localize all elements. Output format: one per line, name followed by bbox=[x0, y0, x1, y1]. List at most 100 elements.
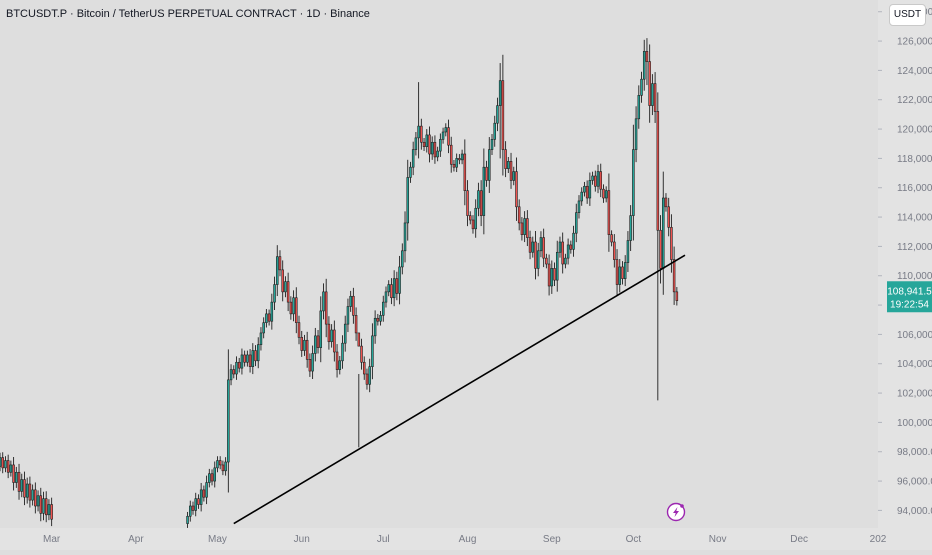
candle-body bbox=[31, 489, 34, 501]
price-tick-label: 112,000.0 bbox=[897, 242, 932, 253]
candle-body bbox=[202, 489, 206, 498]
candle-body bbox=[607, 190, 611, 235]
candle-body bbox=[15, 471, 18, 483]
candle-body bbox=[449, 144, 453, 165]
candle-body bbox=[278, 256, 282, 271]
candle-body bbox=[493, 122, 496, 140]
candle-body bbox=[428, 134, 431, 155]
symbol-title[interactable]: BTCUSDT.P · Bitcoin / TetherUS PERPETUAL… bbox=[6, 8, 370, 20]
candle-body bbox=[411, 149, 415, 168]
candle-body bbox=[594, 175, 597, 187]
candle-body bbox=[327, 323, 331, 343]
candle-body bbox=[322, 291, 325, 312]
candle-body bbox=[248, 354, 252, 367]
candle-body bbox=[237, 361, 241, 369]
candle-body bbox=[194, 498, 197, 511]
candle-body bbox=[308, 359, 312, 372]
candle-body bbox=[550, 268, 554, 287]
price-axis[interactable] bbox=[878, 0, 932, 550]
candle-body bbox=[254, 350, 257, 362]
time-tick-label: Dec bbox=[790, 534, 808, 545]
candle-body bbox=[390, 284, 393, 299]
candle-body bbox=[645, 51, 649, 62]
candle-body bbox=[384, 291, 388, 303]
price-tick-label: 106,000.0 bbox=[897, 330, 932, 341]
candle-body bbox=[613, 241, 616, 260]
candle-body bbox=[648, 61, 651, 106]
candle-body bbox=[509, 161, 513, 181]
candle-body bbox=[281, 269, 284, 293]
candle-body bbox=[4, 460, 7, 469]
candle-body bbox=[569, 244, 573, 250]
lightning-icon[interactable] bbox=[666, 502, 686, 522]
candle-body bbox=[504, 149, 507, 169]
candle-body bbox=[501, 80, 505, 150]
candle-body bbox=[20, 479, 23, 492]
candle-body bbox=[316, 335, 320, 348]
candle-body bbox=[34, 489, 37, 507]
time-tick-label: Sep bbox=[543, 534, 561, 545]
candle-body bbox=[50, 504, 53, 520]
candle-body bbox=[507, 161, 510, 169]
candle-body bbox=[270, 301, 274, 322]
candle-body bbox=[251, 350, 255, 367]
candle-body bbox=[303, 339, 306, 351]
candle-body bbox=[240, 354, 244, 369]
candle-body bbox=[330, 329, 333, 343]
candle-body bbox=[430, 141, 434, 155]
price-tick-label: 124,000.0 bbox=[897, 66, 932, 77]
candle-body bbox=[354, 315, 358, 334]
price-tick-label: 102,000.0 bbox=[897, 389, 932, 400]
candle-body bbox=[23, 479, 26, 498]
candle-body bbox=[12, 464, 15, 483]
candle-body bbox=[664, 197, 668, 208]
candle-body bbox=[9, 464, 13, 473]
last-price-tag bbox=[887, 281, 932, 313]
time-tick-label: Nov bbox=[709, 534, 727, 545]
candle-body bbox=[591, 175, 594, 181]
time-tick-label: Jul bbox=[377, 534, 390, 545]
time-axis[interactable] bbox=[0, 528, 878, 550]
candle-body bbox=[539, 237, 543, 252]
candle-body bbox=[553, 268, 556, 281]
candle-body bbox=[357, 332, 361, 347]
candle-body bbox=[626, 240, 630, 263]
candle-body bbox=[373, 317, 377, 337]
candle-body bbox=[346, 306, 350, 325]
price-tick-label: 114,000.0 bbox=[897, 213, 932, 224]
candle-body bbox=[662, 197, 665, 269]
candle-body bbox=[640, 78, 643, 96]
candle-body bbox=[199, 489, 203, 505]
candle-body bbox=[387, 284, 390, 293]
currency-button[interactable]: USDT bbox=[889, 4, 926, 26]
candle-body bbox=[395, 278, 399, 294]
candle-body bbox=[580, 191, 583, 202]
candle-body bbox=[232, 369, 236, 375]
candle-body bbox=[466, 190, 469, 216]
candle-body bbox=[417, 125, 420, 139]
candle-body bbox=[458, 158, 461, 161]
candle-body bbox=[235, 361, 238, 375]
candle-body bbox=[422, 141, 426, 147]
candle-body bbox=[439, 139, 442, 152]
candle-body bbox=[599, 171, 602, 190]
candle-body bbox=[28, 483, 32, 501]
candle-body bbox=[47, 504, 51, 516]
candle-body bbox=[17, 471, 21, 492]
time-tick-label: May bbox=[208, 534, 227, 545]
candle-body bbox=[670, 227, 673, 260]
candle-body bbox=[376, 317, 380, 322]
price-tick-label: 126,000.0 bbox=[897, 37, 932, 48]
price-tick-label: 122,000.0 bbox=[897, 95, 932, 106]
candle-body bbox=[409, 166, 412, 178]
candle-body bbox=[392, 278, 396, 299]
candle-body bbox=[333, 329, 336, 353]
trendline[interactable] bbox=[233, 254, 686, 525]
time-tick-label: Apr bbox=[128, 534, 144, 545]
candle-body bbox=[523, 218, 526, 235]
time-tick-label: Mar bbox=[43, 534, 61, 545]
price-tick-label: 104,000.0 bbox=[897, 359, 932, 370]
candle-body bbox=[341, 342, 344, 362]
